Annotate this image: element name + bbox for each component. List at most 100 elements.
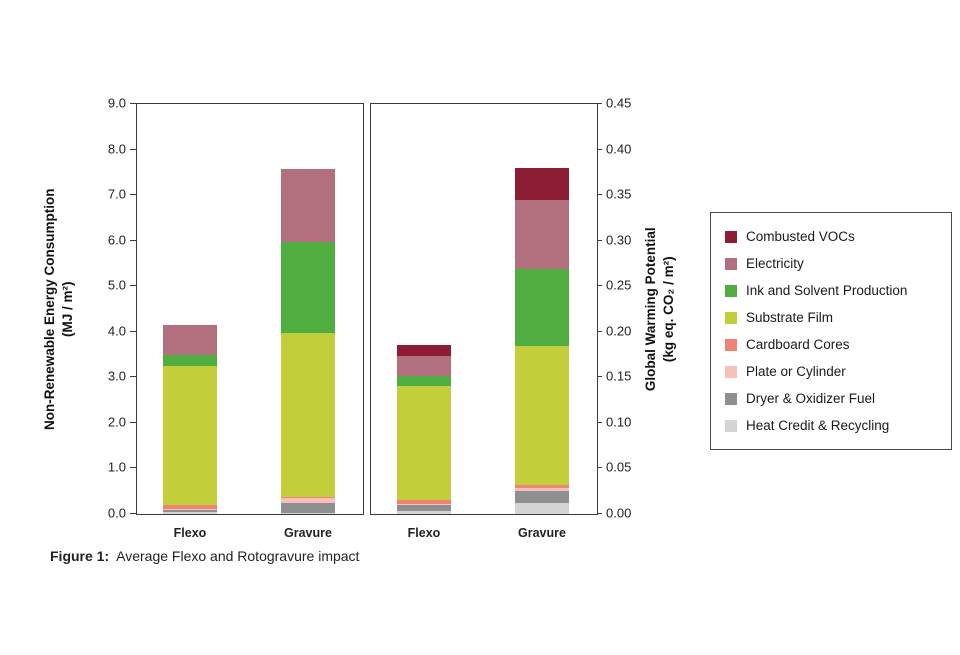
segment-dryer-oxidizer-fuel	[397, 504, 451, 512]
right-axis-title-line2: (kg eq. CO₂ / m²)	[661, 256, 676, 363]
segment-plate-or-cylinder	[515, 487, 569, 492]
legend-label: Electricity	[746, 256, 804, 271]
figure-caption-text: Average Flexo and Rotogravure impact	[116, 548, 360, 564]
tick-mark	[596, 330, 602, 332]
segment-plate-or-cylinder	[163, 508, 217, 510]
right-axis-tickmarks	[596, 103, 602, 514]
tick-mark	[130, 103, 136, 104]
tick-mark	[130, 148, 136, 150]
tick-label: 0.25	[606, 277, 632, 293]
legend-item: Electricity	[711, 250, 951, 277]
legend-swatch	[725, 392, 737, 405]
legend-swatch	[725, 419, 737, 432]
tick-label: 0.10	[606, 414, 632, 430]
tick-label: 9.0	[107, 95, 126, 111]
tick-label: 0.40	[606, 141, 632, 157]
category-label-gravure: Gravure	[518, 526, 566, 540]
legend-swatch	[725, 311, 737, 324]
tick-label: 0.35	[606, 186, 632, 202]
tick-mark	[130, 330, 136, 332]
legend-swatch	[725, 257, 737, 270]
tick-mark	[130, 467, 136, 469]
segment-heat-credit-recycling	[397, 511, 451, 514]
segment-ink-and-solvent-production	[515, 268, 569, 347]
tick-mark	[130, 285, 136, 287]
segment-combusted-vocs	[397, 344, 451, 356]
tick-label: 8.0	[107, 141, 126, 157]
category-label-gravure: Gravure	[284, 526, 332, 540]
left-axis-tickmarks	[130, 103, 136, 514]
legend-label: Cardboard Cores	[746, 337, 850, 352]
segment-substrate-film	[515, 346, 569, 485]
tick-label: 1.0	[107, 459, 126, 475]
legend-label: Combusted VOCs	[746, 229, 855, 244]
legend-item: Substrate Film	[711, 304, 951, 331]
segment-cardboard-cores	[515, 484, 569, 488]
category-label-flexo: Flexo	[173, 526, 207, 540]
tick-mark	[596, 513, 602, 514]
tick-label: 0.0	[107, 505, 126, 521]
chart-panel: Flexo Gravure	[370, 103, 598, 540]
segment-plate-or-cylinder	[281, 498, 335, 503]
segment-ink-and-solvent-production	[397, 375, 451, 387]
tick-label: 2.0	[107, 414, 126, 430]
tick-mark	[130, 376, 136, 378]
tick-label: 0.20	[606, 323, 632, 339]
legend-label: Substrate Film	[746, 310, 834, 325]
tick-mark	[130, 239, 136, 241]
segment-combusted-vocs	[515, 167, 569, 200]
segment-cardboard-cores	[397, 500, 451, 504]
legend-item: Ink and Solvent Production	[711, 277, 951, 304]
tick-label: 0.45	[606, 95, 632, 111]
segment-electricity	[281, 169, 335, 243]
segment-substrate-film	[397, 386, 451, 501]
stacked-bar-flexo	[163, 325, 217, 514]
right-axis-tick-labels: 0.45 0.40 0.35 0.30 0.25 0.20 0.15 0.10 0.05 0.00	[606, 96, 658, 521]
legend-label: Ink and Solvent Production	[746, 283, 908, 298]
legend-item: Heat Credit & Recycling	[711, 412, 951, 439]
segment-heat-credit-recycling	[163, 511, 217, 514]
tick-mark	[596, 103, 602, 104]
tick-mark	[130, 513, 136, 514]
segment-electricity	[515, 199, 569, 269]
segment-electricity	[163, 325, 217, 355]
left-axis-title-line2: (MJ / m²)	[60, 281, 75, 337]
segment-cardboard-cores	[163, 504, 217, 509]
left-axis-tick-labels: 9.0 8.0 7.0 6.0 5.0 4.0 3.0 2.0 1.0 0.0	[78, 96, 126, 521]
segment-electricity	[397, 355, 451, 376]
legend-item: Plate or Cylinder	[711, 358, 951, 385]
tick-mark	[596, 239, 602, 241]
left-axis-title-line1: Non-Renewable Energy Consumption	[41, 188, 57, 430]
legend-swatch	[725, 365, 737, 378]
tick-label: 0.05	[606, 459, 632, 475]
tick-label: 0.30	[606, 232, 632, 248]
tick-label: 5.0	[107, 277, 126, 293]
legend-label: Plate or Cylinder	[746, 364, 846, 379]
segment-plate-or-cylinder	[397, 504, 451, 505]
tick-label: 3.0	[107, 368, 126, 384]
segment-dryer-oxidizer-fuel	[515, 491, 569, 504]
tick-label: 0.00	[606, 505, 632, 521]
stacked-bar-gravure	[515, 167, 569, 514]
chart-panel: Flexo Gravure	[136, 103, 364, 540]
segment-substrate-film	[163, 365, 217, 505]
left-axis-title: Non-Renewable Energy Consumption (MJ / m…	[41, 104, 77, 514]
tick-label: 0.15	[606, 368, 632, 384]
segment-ink-and-solvent-production	[281, 242, 335, 334]
category-label-flexo: Flexo	[407, 526, 441, 540]
tick-label: 4.0	[107, 323, 126, 339]
segment-dryer-oxidizer-fuel	[163, 509, 217, 512]
legend-swatch	[725, 284, 737, 297]
legend: Combusted VOCs Electricity Ink and Solvent…	[710, 212, 952, 450]
figure-caption: Figure 1: Average Flexo and Rotogravure i…	[50, 548, 359, 564]
tick-mark	[596, 421, 602, 423]
tick-label: 6.0	[107, 232, 126, 248]
legend-item: Cardboard Cores	[711, 331, 951, 358]
tick-mark	[130, 421, 136, 423]
legend-label: Dryer & Oxidizer Fuel	[746, 391, 876, 406]
tick-mark	[596, 376, 602, 378]
segment-substrate-film	[281, 333, 335, 498]
segment-cardboard-cores	[281, 497, 335, 499]
tick-mark	[596, 467, 602, 469]
